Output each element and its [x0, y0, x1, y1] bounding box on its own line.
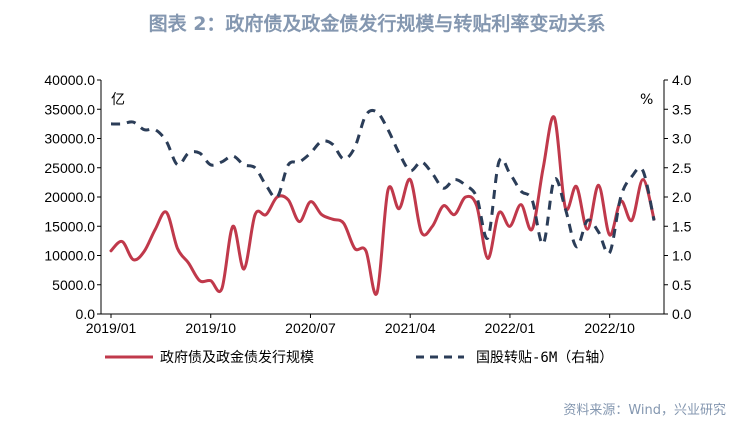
series-line-rate	[110, 108, 656, 256]
legend: 政府债及政金债发行规模 国股转贴-6M（右轴）	[105, 350, 613, 366]
x-tick-label: 2019/10	[185, 320, 236, 336]
left-tick-label: 40000.0	[44, 72, 95, 88]
legend-label-issuance: 政府债及政金债发行规模	[160, 350, 314, 366]
x-axis: 2019/01 2019/10 2020/07 2021/04 2022/01 2022/…	[86, 313, 664, 336]
left-tick-label: 35000.0	[44, 101, 95, 117]
x-tick-label: 2019/01	[86, 320, 137, 336]
left-tick-label: 0.0	[76, 306, 96, 322]
legend-label-rate: 国股转贴-6M（右轴）	[476, 350, 613, 366]
x-tick-label: 2022/10	[584, 320, 635, 336]
x-tick-label: 2021/04	[385, 320, 436, 336]
right-tick-label: 0.0	[672, 306, 692, 322]
left-tick-label: 15000.0	[44, 218, 95, 234]
series-layer	[109, 108, 656, 296]
left-tick-label: 30000.0	[44, 131, 95, 147]
figure-title: 图表 2：政府债及政金债发行规模与转贴利率变动关系	[149, 12, 606, 35]
x-tick-label: 2022/01	[485, 320, 536, 336]
right-tick-label: 3.0	[672, 131, 692, 147]
right-tick-label: 3.5	[672, 101, 692, 117]
x-tick-label: 2020/07	[285, 320, 336, 336]
left-tick-label: 20000.0	[44, 189, 95, 205]
right-tick-label: 1.5	[672, 218, 692, 234]
left-axis-unit: 亿	[111, 92, 125, 108]
series-line-issuance	[109, 115, 656, 296]
left-tick-label: 5000.0	[52, 277, 95, 293]
right-axis: 0.0 0.5 1.0 1.5 2.0 2.5 3.0 3.5 4.0 %	[640, 72, 692, 322]
right-tick-label: 4.0	[672, 72, 692, 88]
right-tick-label: 2.5	[672, 160, 692, 176]
right-tick-label: 2.0	[672, 189, 692, 205]
right-tick-label: 1.0	[672, 248, 692, 264]
left-tick-label: 10000.0	[44, 248, 95, 264]
source-note: 资料来源：Wind，兴业研究	[563, 403, 726, 418]
left-tick-label: 25000.0	[44, 160, 95, 176]
right-tick-label: 0.5	[672, 277, 692, 293]
right-axis-unit: %	[640, 92, 653, 108]
left-axis: 0.0 5000.0 10000.0 15000.0 20000.0 25000.0 300…	[44, 72, 125, 322]
